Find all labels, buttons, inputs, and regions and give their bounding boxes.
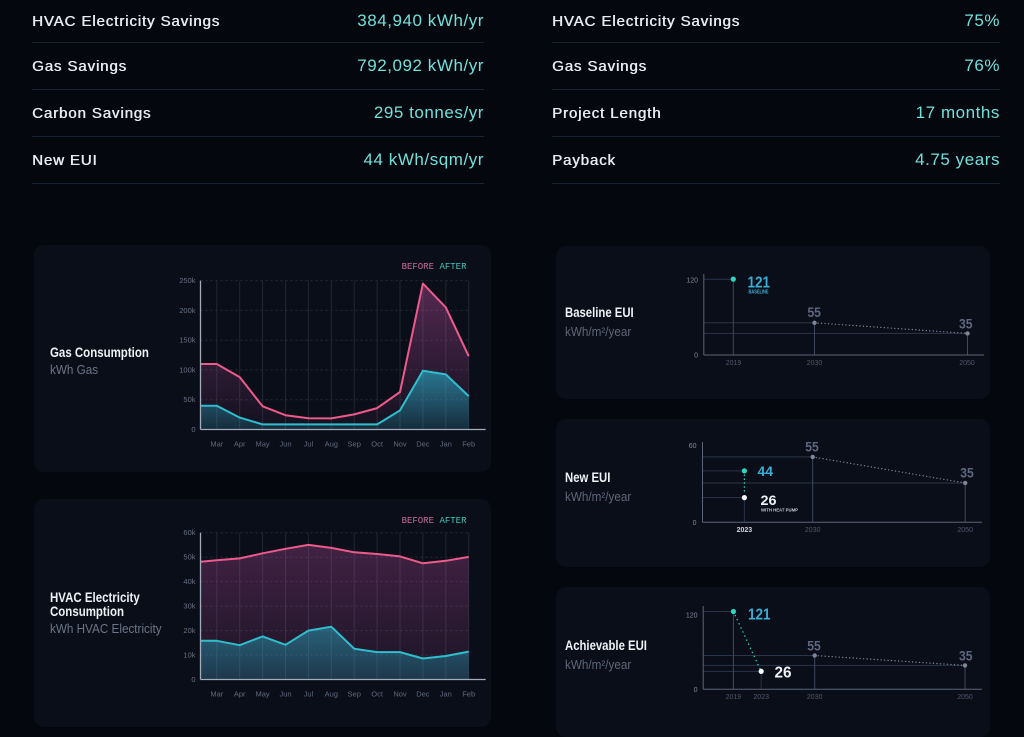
svg-text:2023: 2023 xyxy=(753,694,769,701)
svg-text:2050: 2050 xyxy=(957,527,973,534)
svg-text:Apr: Apr xyxy=(234,690,246,699)
svg-text:Aug: Aug xyxy=(325,440,338,449)
svg-text:250k: 250k xyxy=(179,276,196,285)
svg-text:35: 35 xyxy=(959,316,973,332)
svg-text:Jun: Jun xyxy=(279,440,291,449)
svg-text:50k: 50k xyxy=(183,395,195,404)
svg-text:Feb: Feb xyxy=(462,440,475,449)
svg-text:2030: 2030 xyxy=(805,527,821,534)
svg-text:Oct: Oct xyxy=(371,440,384,449)
svg-text:Sep: Sep xyxy=(348,690,361,699)
svg-text:121: 121 xyxy=(748,607,771,624)
svg-text:Mar: Mar xyxy=(210,440,223,449)
svg-text:Nov: Nov xyxy=(393,440,407,449)
svg-text:0: 0 xyxy=(693,520,697,527)
svg-text:26: 26 xyxy=(775,665,792,682)
svg-text:Dec: Dec xyxy=(416,690,430,699)
svg-text:Jul: Jul xyxy=(304,690,314,699)
svg-text:2019: 2019 xyxy=(726,694,742,701)
svg-text:44: 44 xyxy=(758,463,774,479)
svg-text:60: 60 xyxy=(689,443,697,450)
svg-text:0: 0 xyxy=(694,353,698,360)
svg-text:2023: 2023 xyxy=(737,527,753,534)
svg-text:Jan: Jan xyxy=(440,690,452,699)
svg-text:120: 120 xyxy=(686,612,698,619)
svg-text:2019: 2019 xyxy=(726,360,742,367)
svg-text:55: 55 xyxy=(807,304,821,320)
svg-text:55: 55 xyxy=(807,638,821,654)
svg-text:40k: 40k xyxy=(183,577,195,586)
svg-text:Jul: Jul xyxy=(304,440,314,449)
svg-text:Jun: Jun xyxy=(279,690,291,699)
svg-text:May: May xyxy=(256,690,270,699)
svg-text:2050: 2050 xyxy=(957,694,973,701)
svg-text:2050: 2050 xyxy=(959,360,975,367)
svg-text:Oct: Oct xyxy=(371,690,384,699)
svg-text:2030: 2030 xyxy=(807,694,823,701)
svg-text:0: 0 xyxy=(694,687,698,694)
svg-text:Feb: Feb xyxy=(462,690,475,699)
svg-text:Jan: Jan xyxy=(440,440,452,449)
svg-text:121: 121 xyxy=(748,275,771,292)
svg-text:50k: 50k xyxy=(183,553,195,562)
svg-text:26: 26 xyxy=(761,492,777,508)
svg-text:150k: 150k xyxy=(179,336,196,345)
svg-text:BASELINE: BASELINE xyxy=(749,290,769,296)
svg-text:2030: 2030 xyxy=(807,360,823,367)
svg-text:30k: 30k xyxy=(183,602,195,611)
svg-text:55: 55 xyxy=(805,438,819,454)
svg-text:Apr: Apr xyxy=(234,440,246,449)
svg-text:20k: 20k xyxy=(183,626,195,635)
svg-text:Aug: Aug xyxy=(325,690,338,699)
svg-text:100k: 100k xyxy=(179,365,196,374)
svg-text:0: 0 xyxy=(191,675,195,684)
svg-text:10k: 10k xyxy=(183,651,195,660)
svg-text:Mar: Mar xyxy=(210,690,223,699)
svg-text:Dec: Dec xyxy=(416,440,430,449)
svg-text:May: May xyxy=(256,440,270,449)
svg-text:35: 35 xyxy=(960,464,974,480)
svg-text:Nov: Nov xyxy=(393,690,407,699)
svg-text:35: 35 xyxy=(959,648,973,664)
svg-text:Sep: Sep xyxy=(348,440,361,449)
svg-text:WITH HEAT PUMP: WITH HEAT PUMP xyxy=(761,508,798,513)
svg-text:120: 120 xyxy=(686,278,698,285)
svg-text:60k: 60k xyxy=(183,528,195,537)
svg-text:0: 0 xyxy=(191,425,195,434)
svg-text:200k: 200k xyxy=(179,306,196,315)
